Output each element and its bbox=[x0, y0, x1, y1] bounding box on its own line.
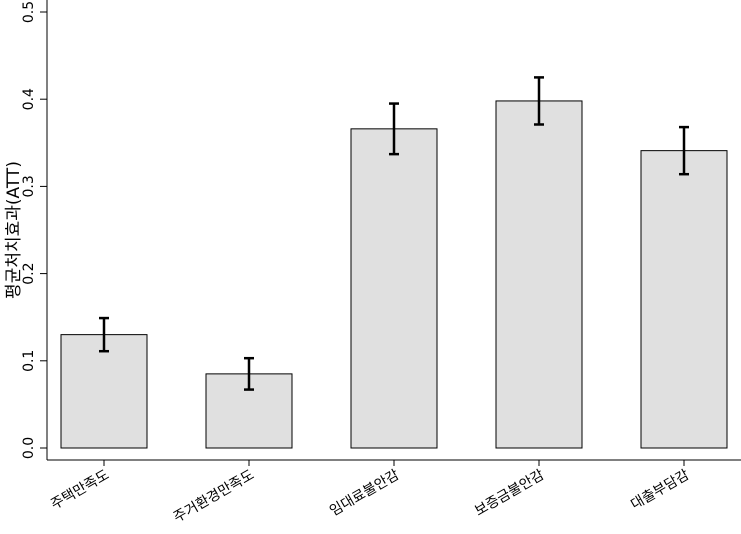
y-tick-label: 0.5 bbox=[21, 1, 37, 23]
x-tick-label: 보증금불안감 bbox=[472, 467, 547, 520]
bar bbox=[495, 100, 583, 449]
y-tick-label: 0.1 bbox=[21, 350, 37, 372]
error-bar bbox=[679, 125, 689, 176]
x-tick-label: 주택만족도 bbox=[48, 467, 112, 513]
bar bbox=[350, 128, 438, 449]
bar bbox=[640, 150, 728, 449]
y-tick-label: 0.0 bbox=[21, 437, 37, 459]
y-axis-label: 평균처치효과(ATT) bbox=[4, 161, 24, 299]
x-tick-label: 주거환경만족도 bbox=[171, 467, 257, 526]
y-tick-label: 0.3 bbox=[21, 175, 37, 197]
error-bar bbox=[244, 356, 254, 391]
bar bbox=[60, 334, 148, 449]
error-bar bbox=[99, 316, 109, 353]
y-tick-label: 0.4 bbox=[21, 88, 37, 110]
y-tick-label: 0.2 bbox=[21, 262, 37, 284]
error-bar bbox=[534, 76, 544, 126]
x-tick-label: 대출부담감 bbox=[628, 467, 692, 513]
x-tick-label: 임대료불안감 bbox=[327, 467, 402, 520]
error-bar bbox=[389, 102, 399, 156]
